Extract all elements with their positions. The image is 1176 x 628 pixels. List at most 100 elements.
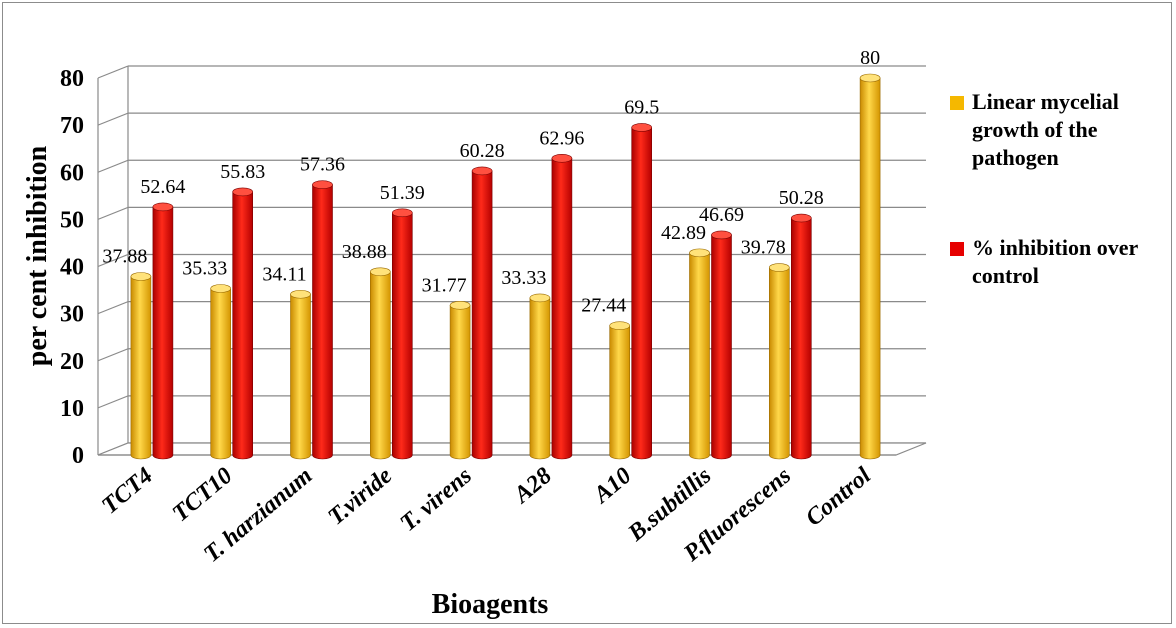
bar-top <box>471 166 493 176</box>
y-tick-label-80: 80 <box>60 66 84 92</box>
data-label-inhibition-8: 50.28 <box>779 187 824 209</box>
y-tick-label-0: 0 <box>72 443 84 469</box>
data-label-growth-6: 27.44 <box>581 295 626 317</box>
bar-top <box>790 213 812 223</box>
bar-growth-5 <box>529 293 551 460</box>
bar-body <box>152 206 174 460</box>
data-label-inhibition-6: 69.5 <box>624 96 659 118</box>
y-tick-label-40: 40 <box>60 255 84 281</box>
bar-top <box>391 208 413 218</box>
bar-body <box>210 288 231 460</box>
data-label-growth-0: 37.88 <box>102 245 147 267</box>
y-axis-title: per cent inhibition <box>22 145 53 366</box>
bar-inhibition-6 <box>631 123 653 460</box>
bar-top <box>449 300 471 310</box>
gridline-connector-20 <box>97 348 129 362</box>
bar-top <box>290 289 311 299</box>
bar-top <box>689 248 710 258</box>
legend-label-inhibition: % inhibition over control <box>972 235 1138 288</box>
bar-growth-0 <box>130 272 152 460</box>
legend-label-linear-growth: Linear mycelial growth of the pathogen <box>972 89 1119 170</box>
bar-top <box>768 263 790 272</box>
bar-body <box>130 276 152 460</box>
y-tick-label-30: 30 <box>60 302 84 328</box>
bar-growth-1 <box>210 284 231 460</box>
bar-body <box>290 293 311 460</box>
bar-body <box>312 184 333 460</box>
bar-top <box>312 180 333 189</box>
data-label-growth-2: 34.11 <box>262 263 306 285</box>
x-tick-label-0: TCT4 <box>97 463 158 520</box>
bar-inhibition-5 <box>551 154 573 460</box>
x-axis-title: Bioagents <box>432 589 549 620</box>
y-tick-label-50: 50 <box>60 207 84 233</box>
bar-inhibition-0 <box>152 202 174 460</box>
data-label-inhibition-3: 51.39 <box>380 182 425 204</box>
bar-top <box>210 284 231 293</box>
data-label-inhibition-4: 60.28 <box>460 140 505 162</box>
bar-body <box>370 271 391 460</box>
bar-top <box>711 230 732 240</box>
bar-inhibition-4 <box>471 166 493 460</box>
bar-growth-3 <box>369 267 391 460</box>
bar-body <box>529 297 551 460</box>
x-tick-label-6: A10 <box>588 463 637 510</box>
x-tick-label-4: T. virens <box>396 463 477 537</box>
data-label-growth-8: 39.78 <box>741 237 786 259</box>
data-label-inhibition-0: 52.64 <box>140 176 185 198</box>
y-tick-label-60: 60 <box>60 160 84 186</box>
bar-body <box>392 212 413 460</box>
bars <box>130 73 881 460</box>
data-label-growth-3: 38.88 <box>342 241 387 263</box>
bar-body <box>711 234 732 460</box>
bar-body <box>449 304 471 460</box>
data-label-growth-5: 33.33 <box>501 267 546 289</box>
data-label-growth-7: 42.89 <box>661 222 706 244</box>
bar-body <box>791 217 812 460</box>
bar-top <box>529 293 551 303</box>
y-tick-label-20: 20 <box>60 349 84 375</box>
x-tick-label-3: T.viride <box>323 462 397 530</box>
y-tick-label-70: 70 <box>60 113 84 139</box>
bar-inhibition-2 <box>312 180 333 460</box>
gridline-connector-60 <box>97 159 129 173</box>
bar-body <box>551 158 573 460</box>
data-labels: 37.88 52.64 35.33 55.83 34.11 57.36 38.88 51.39… <box>102 47 880 317</box>
bar-growth-4 <box>449 300 471 460</box>
legend-swatch-yellow <box>950 96 964 110</box>
x-tick-label-9: Control <box>801 462 876 531</box>
data-label-growth-1: 35.33 <box>182 258 227 280</box>
bar-top <box>369 267 391 277</box>
bar-top <box>232 187 253 197</box>
bar-body <box>769 267 790 460</box>
legend: Linear mycelial growth of the pathogen %… <box>950 88 1170 352</box>
data-label-inhibition-5: 62.96 <box>539 127 584 149</box>
data-label-inhibition-7: 46.69 <box>699 204 744 226</box>
bar-top <box>152 202 174 212</box>
bar-body <box>689 252 710 460</box>
gridline-connector-70 <box>97 112 129 126</box>
bar-top <box>609 321 631 330</box>
bar-body <box>609 325 630 460</box>
gridline-connector-30 <box>97 301 129 315</box>
y-tick-label-10: 10 <box>60 396 84 422</box>
bar-body <box>471 170 493 460</box>
data-label-inhibition-1: 55.83 <box>220 161 265 183</box>
legend-item-linear-growth: Linear mycelial growth of the pathogen <box>950 88 1170 172</box>
bar-growth-2 <box>290 289 311 460</box>
gridline-connector-80 <box>97 65 129 79</box>
bar-inhibition-8 <box>790 213 812 460</box>
y-tick-labels: 0 10 20 30 40 50 60 70 80 <box>60 66 84 469</box>
legend-swatch-red <box>950 242 964 256</box>
gridline-connector-10 <box>97 395 129 409</box>
bar-top <box>859 73 881 83</box>
data-label-growth-9: 80 <box>860 47 880 69</box>
bar-body <box>232 191 253 460</box>
bar-growth-8 <box>768 263 790 460</box>
x-tick-label-1: TCT10 <box>168 463 238 527</box>
gridline-connector-40 <box>97 253 129 268</box>
bar-top <box>130 272 152 281</box>
